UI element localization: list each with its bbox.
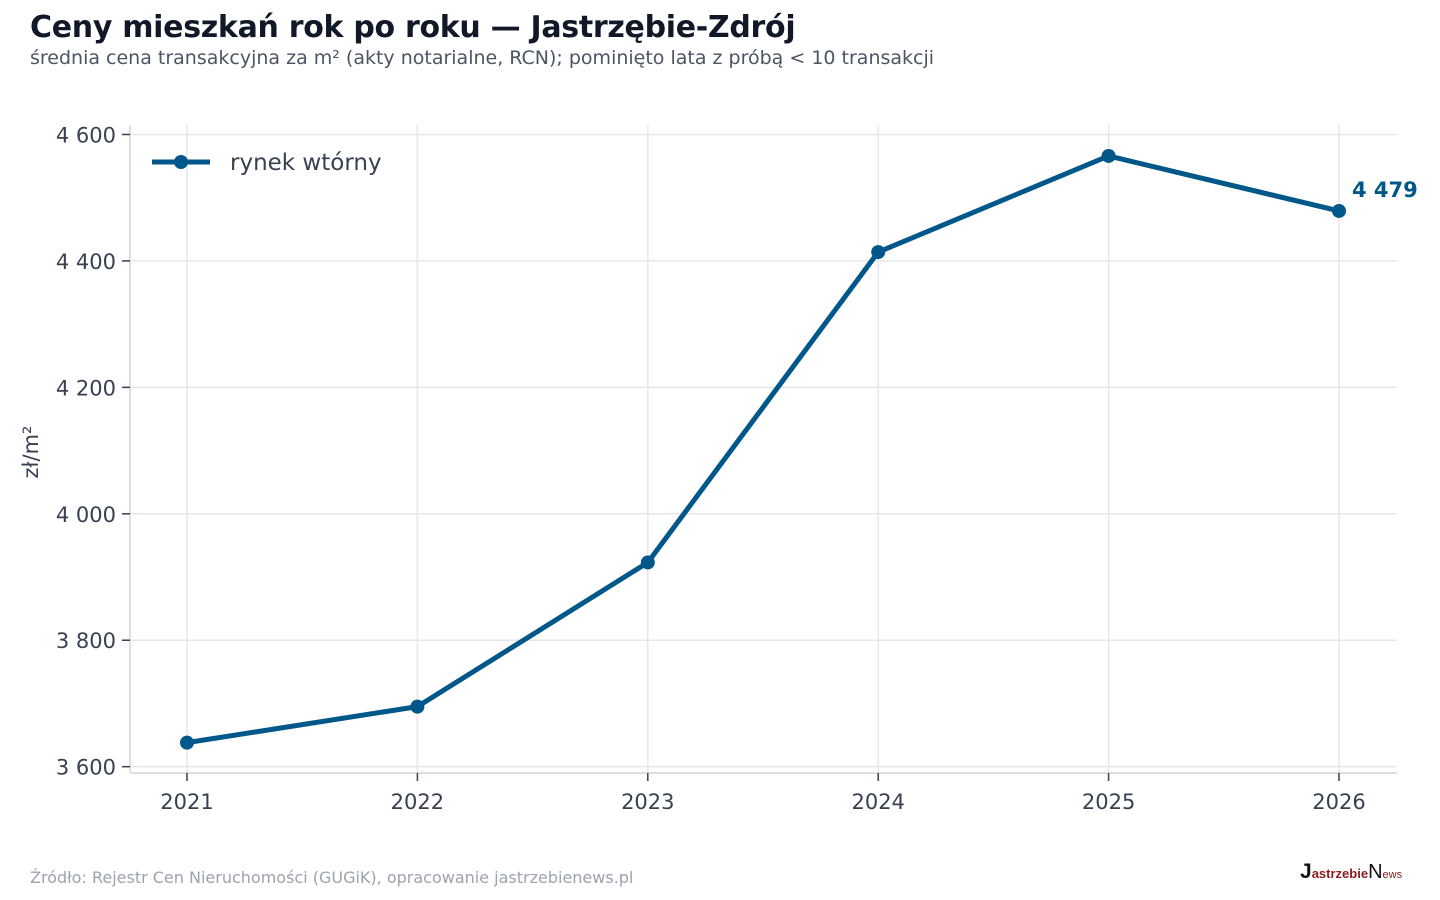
data-point (1101, 148, 1116, 163)
data-point (410, 699, 425, 714)
brand-logo-part: ews (1382, 869, 1403, 881)
end-value-label: 4 479 (1352, 178, 1418, 202)
x-tick-label: 2026 (1312, 790, 1365, 814)
y-tick-label: 4 200 (56, 376, 116, 400)
x-tick-label: 2024 (851, 790, 904, 814)
y-tick-label: 4 600 (56, 123, 116, 147)
brand-logo-part: N (1368, 861, 1383, 883)
chart-title: Ceny mieszkań rok po roku — Jastrzębie-Z… (30, 10, 796, 45)
series-line-rynek-wtorny (184, 153, 1342, 746)
axes (129, 125, 1397, 774)
brand-logo-part: astrzebie (1311, 866, 1369, 881)
source-note: Źródło: Rejestr Cen Nieruchomości (GUGiK… (30, 868, 634, 887)
data-point (871, 245, 886, 260)
x-tick-label: 2025 (1082, 790, 1135, 814)
series-group (180, 148, 1346, 750)
x-tick-label: 2022 (391, 790, 444, 814)
x-axis-ticks: 2021 2022 2023 2024 2025 2026 (160, 773, 1366, 814)
brand-logo-part: J (1300, 860, 1312, 883)
y-axis-title: zł/m² (19, 426, 43, 479)
grid-lines (130, 125, 1397, 773)
x-tick-label: 2021 (160, 790, 213, 814)
legend-marker-swatch (174, 155, 188, 169)
y-axis-ticks: 3 600 3 800 4 000 4 200 4 400 4 600 (56, 123, 130, 780)
legend: rynek wtórny (152, 150, 382, 176)
brand-logo: JastrzebieNews (1300, 860, 1402, 884)
x-tick-label: 2023 (621, 790, 674, 814)
data-point (180, 735, 194, 750)
y-tick-label: 3 600 (56, 756, 116, 780)
data-point (640, 555, 655, 570)
legend-label-rynek-wtorny: rynek wtórny (230, 150, 382, 176)
y-tick-label: 4 000 (56, 503, 116, 527)
data-point (1332, 203, 1346, 218)
chart-subtitle: średnia cena transakcyjna za m² (akty no… (30, 47, 935, 69)
y-tick-label: 3 800 (56, 629, 116, 653)
y-tick-label: 4 400 (56, 250, 116, 274)
